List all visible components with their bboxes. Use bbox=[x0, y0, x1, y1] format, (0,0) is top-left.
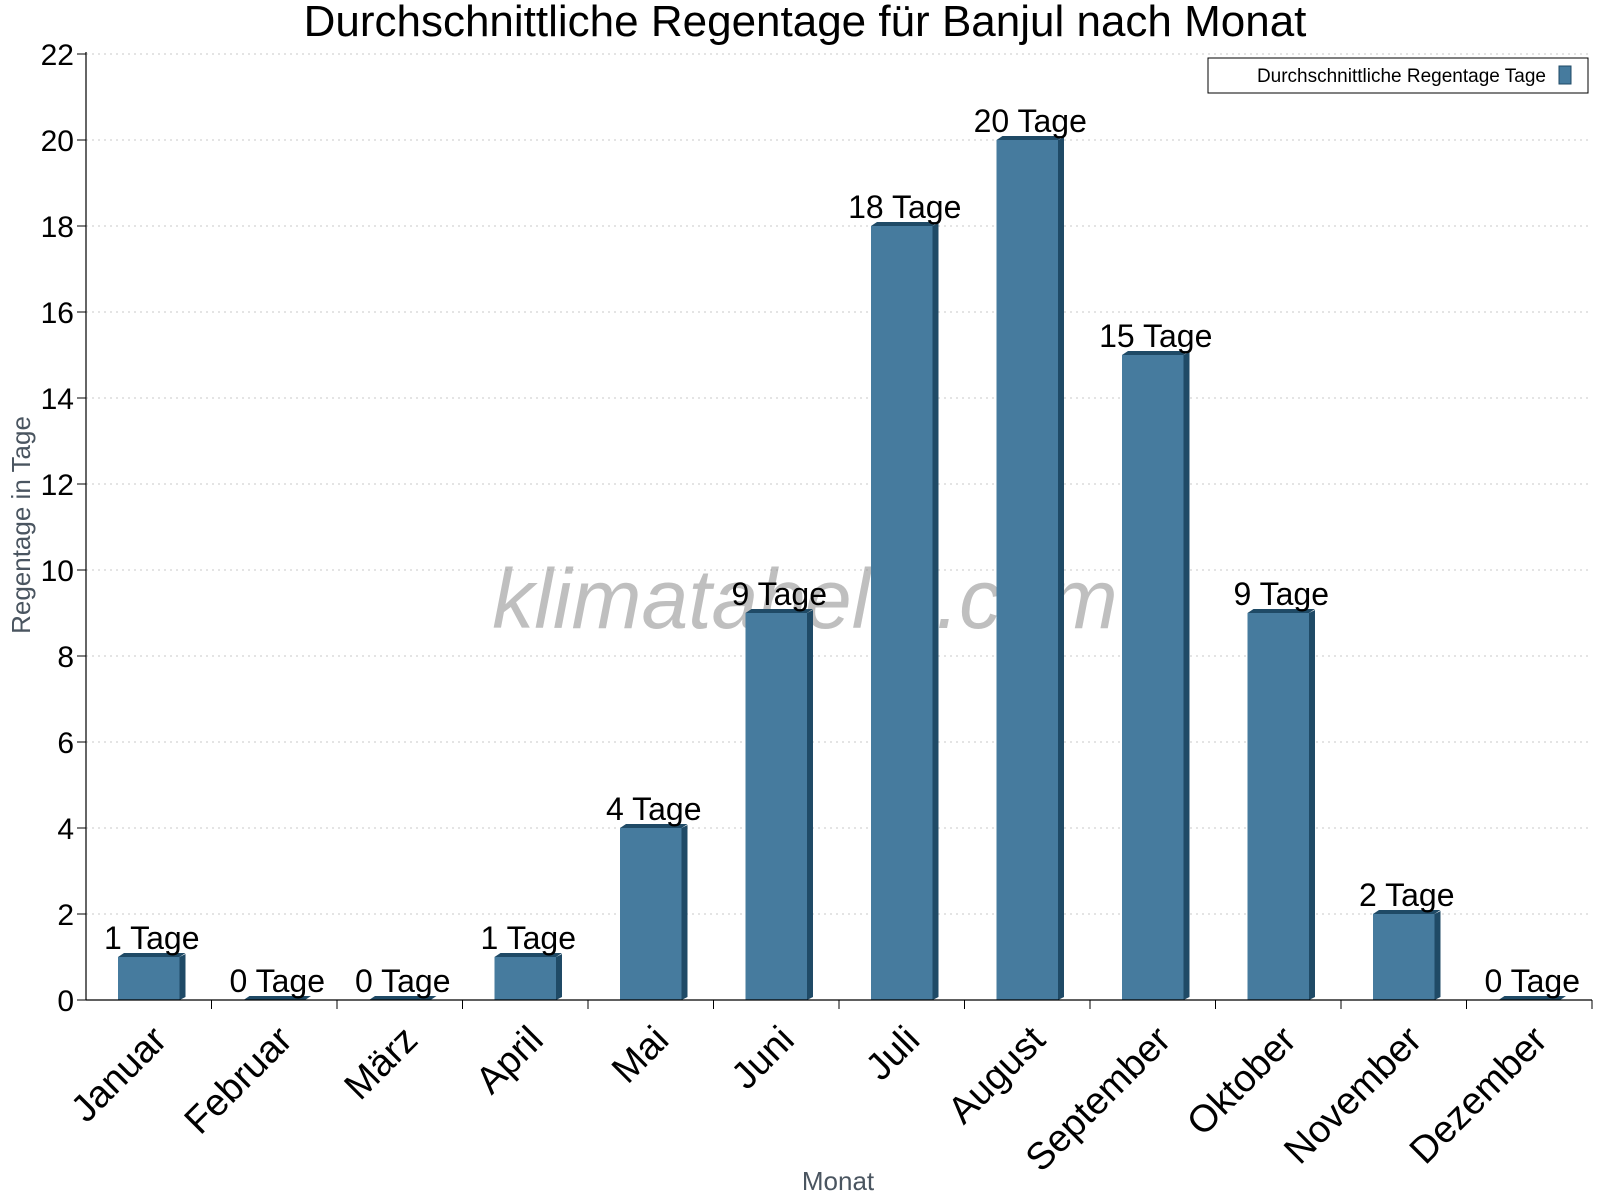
axes bbox=[77, 52, 1593, 1009]
x-tick-labels: Januar Februar März April Mai Juni Juli AugustS… bbox=[63, 1018, 1556, 1179]
y-tick-label: 2 bbox=[57, 899, 74, 932]
bar-top bbox=[243, 996, 311, 1000]
y-tick-label: 20 bbox=[41, 125, 74, 158]
data-label: 20 Tage bbox=[974, 103, 1087, 139]
bar bbox=[620, 824, 688, 1000]
bar-top bbox=[369, 996, 437, 1000]
bar-side bbox=[179, 954, 186, 1000]
data-label: 4 Tage bbox=[606, 791, 702, 827]
data-labels: 1 Tage 0 Tage 0 Tage 1 Tage 4 Tage 9 Tage 18 T… bbox=[104, 103, 1580, 999]
bar-top bbox=[871, 222, 939, 226]
bar-front bbox=[871, 226, 933, 1000]
bar bbox=[1498, 996, 1566, 1000]
y-axis-label: Regentage in Tage bbox=[6, 416, 36, 634]
x-tick-label: Mai bbox=[604, 1019, 677, 1092]
bar-side bbox=[681, 825, 688, 1000]
bar bbox=[118, 953, 186, 1000]
bar-front bbox=[745, 613, 807, 1000]
data-label: 0 Tage bbox=[355, 963, 451, 999]
x-tick-label: Februar bbox=[177, 1018, 301, 1142]
bar-front bbox=[494, 957, 556, 1000]
x-tick-label: März bbox=[337, 1019, 426, 1108]
y-tick-label: 14 bbox=[41, 383, 74, 416]
x-tick-label: Oktober bbox=[1179, 1018, 1305, 1144]
bar bbox=[1122, 351, 1190, 1000]
bar bbox=[494, 953, 562, 1000]
bar bbox=[1247, 609, 1315, 1000]
bar-top bbox=[620, 824, 688, 828]
y-tick-label: 8 bbox=[57, 641, 74, 674]
bar-top bbox=[1373, 910, 1441, 914]
x-axis-label: Monat bbox=[802, 1166, 875, 1196]
bar-front bbox=[1122, 355, 1184, 1000]
bars bbox=[118, 136, 1566, 1000]
y-tick-labels: 0 2 4 6 8 10 12 14 16 18 20 22 bbox=[41, 39, 74, 1018]
bar-top bbox=[996, 136, 1064, 140]
bar-side bbox=[932, 223, 939, 1000]
bar bbox=[243, 996, 311, 1000]
bar-side bbox=[1057, 137, 1064, 1000]
bar bbox=[369, 996, 437, 1000]
grid-lines bbox=[86, 53, 1592, 915]
bar-top bbox=[1122, 351, 1190, 355]
y-tick-label: 18 bbox=[41, 211, 74, 244]
x-tick-label: Dezember bbox=[1402, 1018, 1556, 1172]
legend-box bbox=[1207, 57, 1589, 94]
bar-front bbox=[996, 140, 1058, 1000]
x-tick-label: Januar bbox=[63, 1018, 175, 1130]
data-label: 0 Tage bbox=[1485, 963, 1581, 999]
x-tick-label: August bbox=[940, 1018, 1054, 1132]
bar bbox=[871, 222, 939, 1000]
bar-top bbox=[118, 953, 186, 957]
legend-swatch bbox=[1558, 65, 1572, 85]
x-tick-label: Juni bbox=[724, 1019, 803, 1098]
bar-front bbox=[1247, 613, 1309, 1000]
x-tick-label: Juli bbox=[858, 1019, 928, 1089]
y-tick-label: 16 bbox=[41, 297, 74, 330]
data-label: 15 Tage bbox=[1099, 318, 1212, 354]
chart-title: Durchschnittliche Regentage für Banjul n… bbox=[304, 0, 1307, 46]
y-tick-label: 4 bbox=[57, 813, 74, 846]
y-tick-label: 12 bbox=[41, 469, 74, 502]
bar-top bbox=[1498, 996, 1566, 1000]
data-label: 0 Tage bbox=[230, 963, 326, 999]
bar-side bbox=[1434, 911, 1441, 1000]
bar-top bbox=[494, 953, 562, 957]
data-label: 18 Tage bbox=[848, 189, 961, 225]
bar-front bbox=[1373, 914, 1435, 1000]
bar-top bbox=[1247, 609, 1315, 613]
bar-front bbox=[620, 828, 682, 1000]
bar-side bbox=[1183, 352, 1190, 1000]
y-tick-label: 22 bbox=[41, 39, 74, 72]
bar bbox=[745, 609, 813, 1000]
bar-side bbox=[806, 610, 813, 1000]
bar-side bbox=[1308, 610, 1315, 1000]
data-label: 9 Tage bbox=[732, 576, 828, 612]
data-label: 9 Tage bbox=[1234, 576, 1330, 612]
legend-item-label: Durchschnittliche Regentage Tage bbox=[1257, 66, 1546, 87]
x-tick-label: April bbox=[468, 1019, 551, 1102]
data-label: 1 Tage bbox=[481, 920, 577, 956]
bar-side bbox=[555, 954, 562, 1000]
bar-front bbox=[118, 957, 180, 1000]
legend: Durchschnittliche Regentage Tage bbox=[1207, 57, 1589, 94]
y-tick-label: 10 bbox=[41, 555, 74, 588]
data-label: 1 Tage bbox=[104, 920, 200, 956]
bar bbox=[1373, 910, 1441, 1000]
bar-top bbox=[745, 609, 813, 613]
data-label: 2 Tage bbox=[1359, 877, 1455, 913]
y-tick-label: 6 bbox=[57, 727, 74, 760]
bar bbox=[996, 136, 1064, 1000]
y-tick-label: 0 bbox=[57, 985, 74, 1018]
